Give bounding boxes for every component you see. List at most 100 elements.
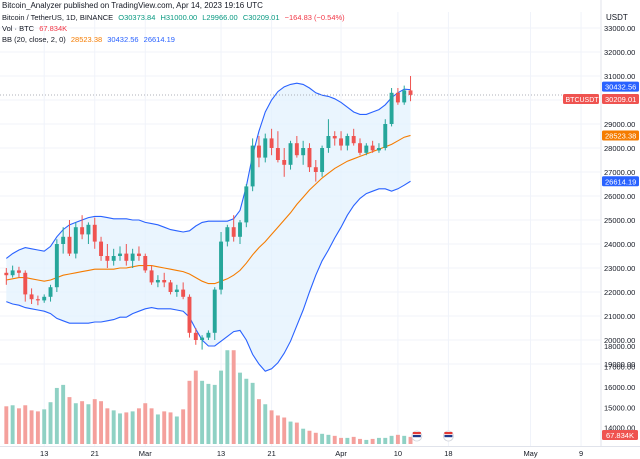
volume-bar[interactable] [29,410,34,444]
candle-body[interactable] [92,224,97,242]
candle-body[interactable] [143,256,148,271]
volume-bar[interactable] [320,433,325,444]
bollinger-upper-line[interactable] [5,82,411,259]
volume-bar[interactable] [358,438,362,444]
volume-bar[interactable] [326,434,331,444]
volume-bar[interactable] [263,404,268,444]
candle-body[interactable] [73,227,78,254]
volume-bar[interactable] [339,437,344,444]
candle-body[interactable] [364,145,369,153]
volume-bar[interactable] [16,408,21,444]
volume-bar[interactable] [282,417,287,445]
volume-bar[interactable] [4,406,9,444]
volume-bar[interactable] [212,384,217,444]
candle-body[interactable] [54,244,59,288]
candle-body[interactable] [383,124,388,148]
candle-body[interactable] [282,160,287,165]
candle-body[interactable] [351,136,356,144]
volume-bar[interactable] [111,410,116,444]
candle-body[interactable] [193,332,198,340]
candle-body[interactable] [238,222,242,237]
volume-bar[interactable] [402,435,407,444]
candle-body[interactable] [339,138,344,146]
candle-body[interactable] [155,280,160,283]
candle-body[interactable] [307,148,312,168]
volume-bar[interactable] [389,435,394,444]
volume-bar[interactable] [162,411,167,444]
volume-bar[interactable] [301,428,306,444]
candle-body[interactable] [105,256,110,261]
candle-body[interactable] [345,136,350,146]
volume-bar[interactable] [67,397,72,444]
candle-body[interactable] [269,138,274,148]
candle-body[interactable] [48,287,53,297]
candle-body[interactable] [219,241,224,290]
volume-bar[interactable] [345,437,350,444]
candle-body[interactable] [263,138,268,158]
candle-body[interactable] [200,337,205,340]
volume-bar[interactable] [168,412,173,444]
volume-bar[interactable] [61,384,66,444]
candle-body[interactable] [4,272,9,276]
candle-body[interactable] [10,270,15,276]
volume-bar[interactable] [92,399,97,444]
volume-bar[interactable] [99,401,104,444]
volume-bar[interactable] [395,434,400,444]
candle-body[interactable] [42,296,47,301]
candle-body[interactable] [288,143,293,165]
volume-bar[interactable] [155,414,160,444]
candle-body[interactable] [149,270,154,283]
volume-bar[interactable] [105,408,110,444]
volume-bar[interactable] [383,437,388,444]
candle-body[interactable] [111,256,116,261]
candle-body[interactable] [67,236,72,254]
volume-bar[interactable] [269,410,274,444]
candle-body[interactable] [99,241,104,256]
candle-body[interactable] [389,92,394,124]
candle-body[interactable] [395,92,400,103]
volume-bar[interactable] [364,439,369,444]
candle-body[interactable] [326,136,331,148]
candle-body[interactable] [275,148,280,160]
volume-bar[interactable] [86,404,91,444]
volume-bar[interactable] [174,416,179,444]
volume-bar[interactable] [73,403,78,444]
volume-bar[interactable] [231,350,236,444]
candle-body[interactable] [80,227,85,235]
candle-body[interactable] [187,296,192,333]
candle-body[interactable] [174,289,179,292]
candle-body[interactable] [212,289,217,333]
volume-bar[interactable] [149,408,154,444]
candle-body[interactable] [61,236,66,244]
candle-body[interactable] [358,143,362,153]
volume-bar[interactable] [143,403,148,444]
volume-bar[interactable] [10,405,15,444]
candle-body[interactable] [320,148,325,172]
candle-body[interactable] [408,90,413,95]
volume-bar[interactable] [42,409,47,444]
volume-bar[interactable] [332,435,337,444]
volume-bar[interactable] [275,415,280,444]
volume-bar[interactable] [118,413,122,444]
volume-bar[interactable] [370,438,375,444]
volume-bar[interactable] [225,350,230,444]
volume-bar[interactable] [23,405,28,444]
volume-bar[interactable] [54,387,59,444]
volume-bar[interactable] [256,399,261,444]
candle-body[interactable] [124,253,129,261]
volume-bar[interactable] [124,412,129,444]
candle-body[interactable] [118,253,122,256]
candle-body[interactable] [225,227,230,242]
candle-body[interactable] [162,280,167,283]
volume-bar[interactable] [206,383,211,444]
volume-bar[interactable] [408,436,413,444]
candle-body[interactable] [250,145,255,187]
volume-bar[interactable] [294,422,299,444]
volume-bar[interactable] [193,370,198,444]
volume-bar[interactable] [244,378,249,444]
candle-body[interactable] [244,186,249,223]
volume-bar[interactable] [200,380,205,444]
volume-bar[interactable] [48,402,53,444]
volume-bar[interactable] [181,409,186,444]
volume-bar[interactable] [313,432,318,444]
